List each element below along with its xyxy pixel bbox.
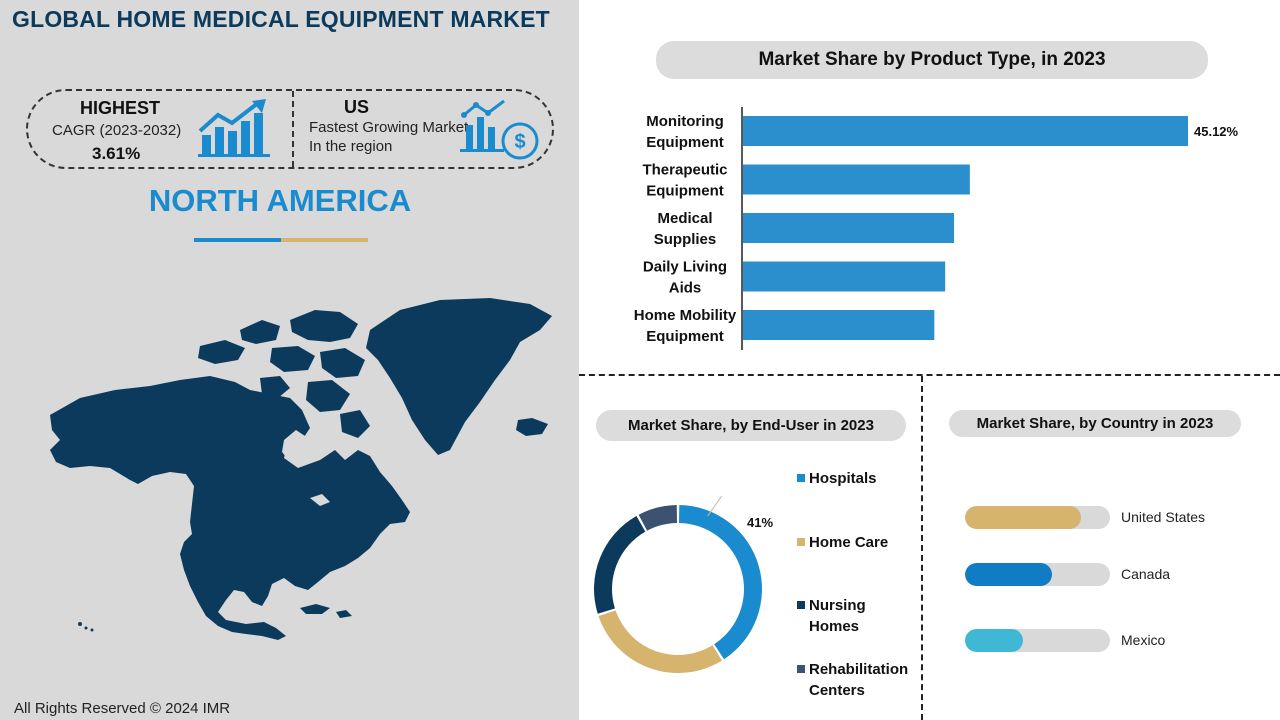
legend-label: Rehabilitation Centers [809,661,909,699]
left-panel: GLOBAL HOME MEDICAL EQUIPMENT MARKET HIG… [0,0,579,720]
page-title: GLOBAL HOME MEDICAL EQUIPMENT MARKET [12,6,550,32]
bar-4 [743,310,935,340]
country-bar-track [965,506,1110,529]
stat-cagr-label: CAGR (2023-2032) [52,122,182,139]
country-chart-title: Market Share, by Country in 2023 [949,410,1241,437]
bar-category-label: Monitoring Equipment [646,113,724,151]
region-underline [194,238,368,242]
donut-slice-2 [594,516,646,614]
enduser-chart-title: Market Share, by End-User in 2023 [596,410,906,441]
legend-label: Home Care [809,534,889,551]
growth-chart-icon [198,99,270,157]
country-bar-fill [965,563,1052,586]
stat-divider [292,91,294,167]
bar-data-label: 45.12% [1194,124,1239,139]
enduser-donut-chart: 41% [594,495,773,673]
donut-label-leader [707,495,723,517]
country-bar-fill [965,629,1023,652]
section-divider-horizontal [579,374,1280,376]
product-type-bar-chart: Monitoring Equipment 45.12% Therapeutic Equi… [634,107,1239,350]
bar-category-label: Medical Supplies [654,210,717,248]
donut-slice-3 [638,505,678,531]
legend-swatch [797,538,805,546]
country-bar-fill [965,506,1081,529]
country-label: United States [1121,509,1206,525]
donut-slice-0 [678,505,762,660]
stat-cagr-value: 3.61% [92,144,141,163]
donut-slice-1 [598,610,722,673]
copyright-text: All Rights Reserved © 2024 IMR [14,700,231,717]
bar-2 [743,213,955,243]
stat-country-desc: Fastest Growing Market In the region [309,119,469,155]
stat-country-label: US [344,97,370,117]
region-title: NORTH AMERICA [148,183,412,218]
country-label: Mexico [1121,632,1166,648]
bar-3 [743,261,946,292]
product-chart-title: Market Share by Product Type, in 2023 [656,41,1208,79]
stat-highest-label: HIGHEST [80,98,161,118]
north-america-map [50,298,552,640]
market-dollar-icon: $ [460,99,539,160]
legend-swatch [797,601,805,609]
country-bar-track [965,563,1110,586]
legend-swatch [797,665,805,673]
country-bar-track [965,629,1110,652]
country-label: Canada [1121,566,1171,582]
legend-label: Hospitals [809,470,877,487]
donut-data-label: 41% [747,515,773,530]
highlight-box: HIGHEST CAGR (2023-2032) 3.61% US Fastes… [26,89,554,169]
section-divider-vertical [921,376,923,720]
bar-0 [743,116,1188,146]
bar-category-label: Home Mobility Equipment [634,307,737,345]
bar-category-label: Daily Living Aids [643,259,727,297]
legend-label: Nursing Homes [809,597,866,635]
bar-category-label: Therapeutic Equipment [642,162,727,200]
bar-1 [743,164,970,195]
svg-text:$: $ [514,131,525,153]
legend-swatch [797,474,805,482]
